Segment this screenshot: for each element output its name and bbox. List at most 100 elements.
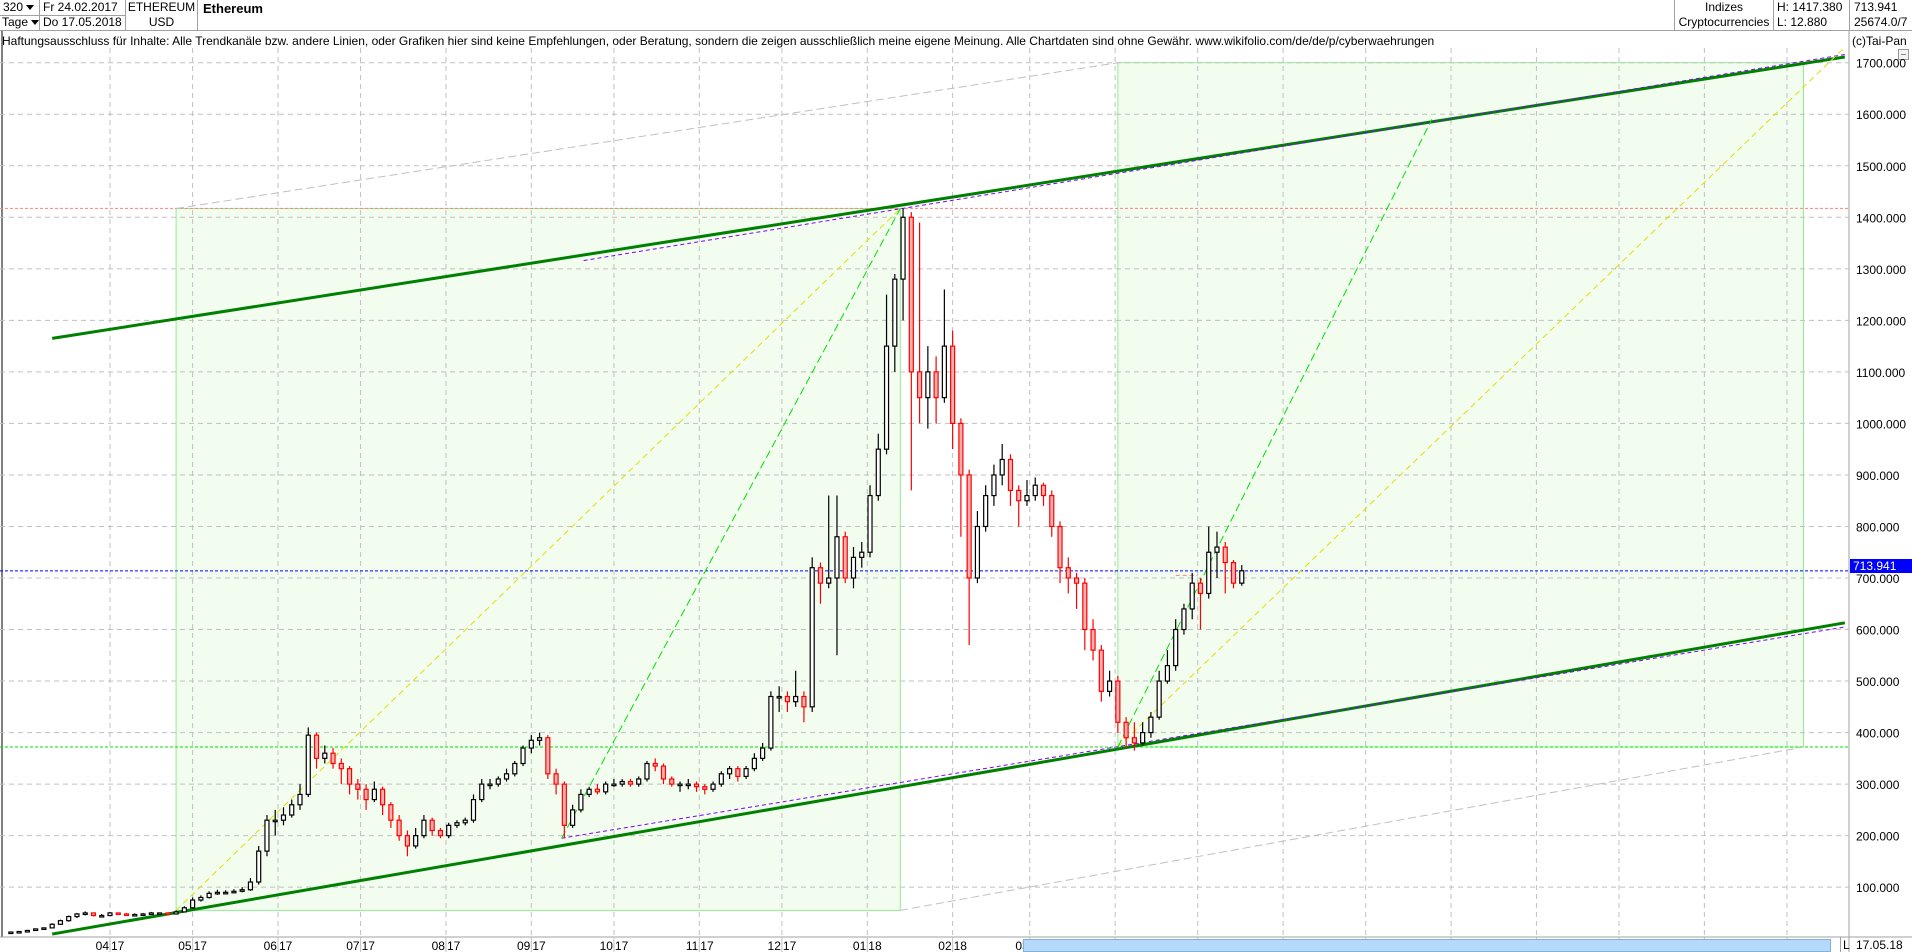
candle-body	[115, 912, 121, 916]
candle-body	[1090, 628, 1096, 651]
candle-body	[1164, 665, 1171, 682]
candle-body	[66, 915, 72, 922]
candle-body	[751, 757, 757, 770]
candle-body	[1131, 737, 1137, 744]
yellow-diagonal-1-line	[175, 208, 901, 911]
x-tick-month: 05	[178, 939, 192, 952]
candle-body	[1140, 731, 1146, 744]
x-tick-month: 06	[264, 939, 278, 952]
candle-body	[446, 824, 452, 837]
candle-body	[603, 783, 609, 793]
candle-body	[950, 345, 956, 425]
candle-body	[239, 889, 245, 892]
x-tick-year: 17	[783, 939, 797, 952]
candle-body	[33, 928, 39, 932]
end-date[interactable]: Do 17.05.2018	[43, 15, 122, 29]
candle-body	[553, 773, 559, 785]
candle-body	[1024, 494, 1030, 502]
disclaimer: Haftungsausschluss für Inhalte: Alle Tre…	[2, 34, 1435, 48]
candle-body	[793, 695, 799, 703]
y-tick-label: 800.000	[1856, 520, 1900, 534]
candle-body	[247, 881, 254, 891]
candle-body	[883, 345, 890, 450]
candle-body	[165, 912, 171, 916]
y-tick-label: 300.000	[1856, 778, 1900, 792]
lower-channel-line	[51, 621, 1846, 936]
candle-body	[1214, 546, 1220, 553]
scale-mode-button[interactable]: L	[1843, 938, 1850, 952]
candle-body	[272, 819, 278, 823]
candle-body	[346, 768, 353, 785]
candle-body	[1098, 649, 1104, 692]
candle-body	[983, 494, 989, 528]
period-unit-dropdown[interactable]: Tage	[2, 15, 40, 29]
dropdown-arrow-icon	[31, 20, 40, 26]
candle-body	[156, 912, 163, 916]
x-tick-year: 17	[362, 939, 376, 952]
candle-body	[1206, 551, 1212, 595]
candle-body	[933, 371, 939, 399]
y-tick-label: 1600.000	[1856, 108, 1906, 122]
candle-body	[693, 783, 700, 788]
x-tick-month: 02	[938, 939, 952, 952]
candle-body	[338, 762, 344, 770]
candle-body	[388, 804, 394, 821]
category: Indizes	[1704, 0, 1744, 14]
highlight-zone-1	[175, 208, 901, 911]
candle-body	[594, 788, 601, 793]
candle-body	[322, 752, 328, 759]
candle-body	[82, 912, 88, 916]
candle-body	[520, 747, 526, 765]
header-divider	[0, 30, 1912, 31]
candle-body	[842, 536, 848, 579]
candle-body	[586, 788, 592, 796]
candle-body	[916, 371, 923, 399]
candle-body	[726, 768, 733, 775]
candle-body	[900, 216, 906, 280]
candle-body	[875, 448, 881, 497]
candle-body	[1057, 525, 1063, 569]
x-tick-month: 08	[432, 939, 446, 952]
candle-body	[173, 911, 179, 915]
candle-body	[925, 371, 931, 399]
candle-body	[908, 216, 914, 373]
grey-diagonal-top-line	[176, 62, 1118, 210]
y-tick-label: 1000.000	[1856, 417, 1906, 431]
candle-body	[570, 809, 576, 826]
candle-body	[826, 577, 832, 584]
collapse-button[interactable]	[1898, 49, 1909, 60]
candle-body	[1016, 489, 1022, 502]
candle-body	[429, 819, 435, 832]
last-price-tag	[1850, 559, 1912, 573]
candle-body	[867, 494, 873, 553]
start-date[interactable]: Fr 24.02.2017	[43, 0, 118, 14]
y-tick-label: 700.000	[1856, 572, 1900, 586]
y-tick-label: 400.000	[1856, 727, 1900, 741]
candle-body	[611, 783, 617, 787]
candle-body	[74, 913, 80, 918]
symbol: ETHEREUM	[127, 0, 196, 14]
header-row-divider	[0, 15, 126, 16]
candle-body	[256, 850, 262, 883]
candle-body	[90, 912, 97, 917]
copyright: (c)Tai-Pan	[1852, 34, 1907, 48]
candle-body	[371, 788, 377, 801]
candle-body	[1106, 680, 1113, 692]
period-value-dropdown[interactable]: 320	[3, 0, 35, 14]
candle-body	[470, 798, 477, 821]
candle-body	[636, 778, 642, 785]
y-tick-label: 1400.000	[1856, 211, 1906, 225]
candle-body	[743, 768, 749, 777]
candle-body	[140, 913, 146, 917]
header-col-divider	[1849, 0, 1850, 30]
x-tick-year: 18	[868, 939, 882, 952]
candle-body	[1073, 577, 1080, 584]
candle-body	[214, 891, 220, 895]
candle-body	[487, 783, 493, 787]
candle-body	[16, 930, 22, 934]
header-col-divider	[39, 0, 40, 30]
candle-body	[784, 695, 791, 703]
y-tick-label: 1500.000	[1856, 160, 1906, 174]
time-scrollbar[interactable]	[1023, 939, 1831, 952]
